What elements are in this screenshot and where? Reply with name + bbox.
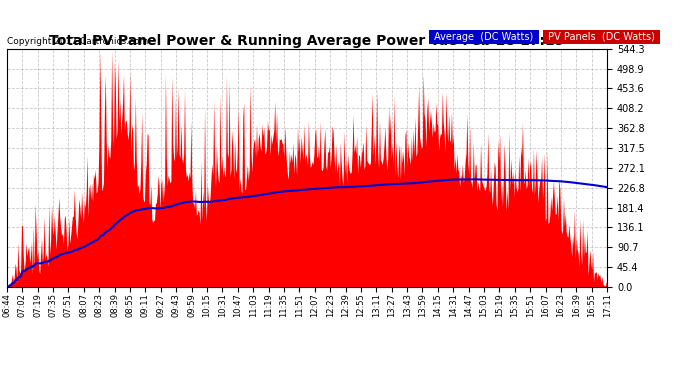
Text: Average  (DC Watts): Average (DC Watts) <box>431 32 537 42</box>
Title: Total PV Panel Power & Running Average Power Tue Feb 28 17:19: Total PV Panel Power & Running Average P… <box>50 34 564 48</box>
Text: PV Panels  (DC Watts): PV Panels (DC Watts) <box>545 32 658 42</box>
Text: Copyright 2017 Cartronics.com: Copyright 2017 Cartronics.com <box>7 38 148 46</box>
